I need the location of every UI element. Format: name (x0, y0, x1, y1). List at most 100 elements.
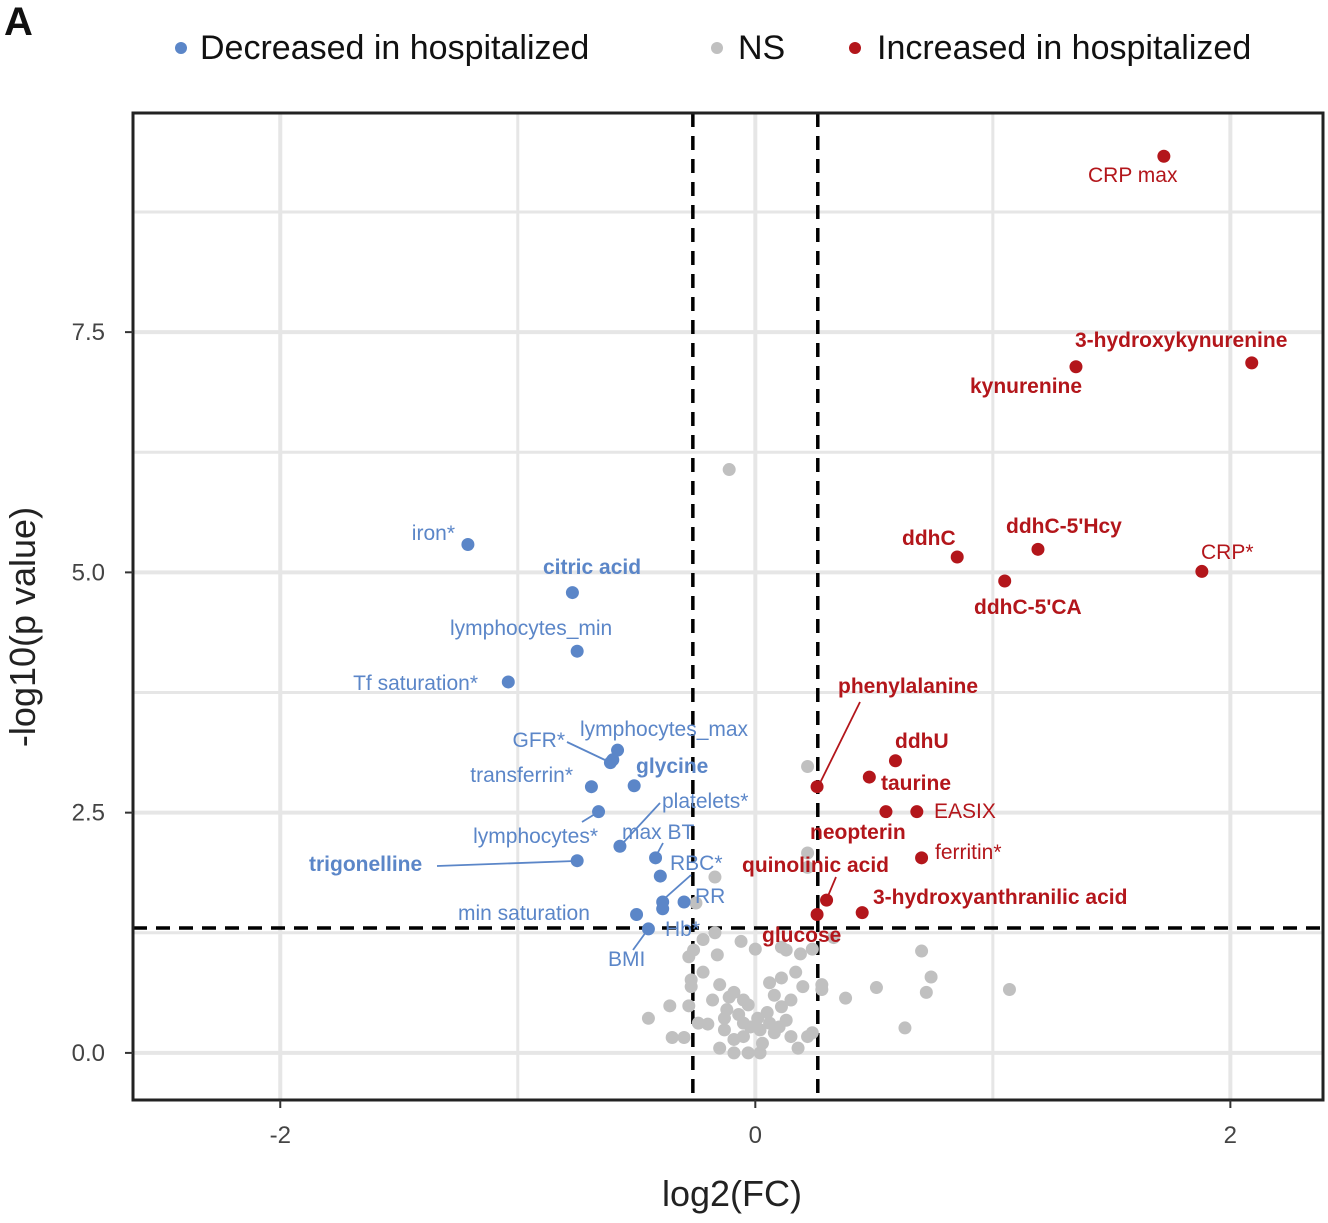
ns-point (779, 943, 793, 957)
legend-label: Decreased in hospitalized (200, 29, 589, 67)
plot-frame (131, 111, 1325, 1102)
legend-label: Increased in hospitalized (877, 29, 1251, 67)
increased-point (810, 780, 824, 794)
point-label: ddhC-5'Hcy (1006, 515, 1122, 538)
ns-point (772, 1020, 786, 1034)
ns-point (763, 976, 777, 990)
point-label: ferritin* (935, 841, 1002, 864)
ns-point (751, 1011, 765, 1025)
ns-point (727, 1046, 741, 1060)
ns-point (708, 926, 722, 940)
ns-point (898, 1021, 912, 1035)
ns-point (641, 1011, 655, 1025)
ns-point (784, 993, 798, 1007)
ns-point (677, 1031, 691, 1045)
ns-point (713, 1041, 727, 1055)
point-label: Tf saturation* (353, 672, 478, 695)
point-label: citric acid (543, 556, 641, 579)
ns-point (869, 981, 883, 995)
ns-point (919, 985, 933, 999)
point-label: glycine (636, 755, 708, 778)
increased-point (810, 908, 824, 922)
ns-point (706, 993, 720, 1007)
point-label: GFR* (513, 729, 566, 752)
ns-point (708, 870, 722, 884)
ns-point (741, 1046, 755, 1060)
panel-label: A (4, 0, 33, 44)
y-axis-label: -log10(p value) (2, 507, 43, 747)
point-label: quinolinic acid (742, 854, 889, 877)
grid (133, 113, 1323, 1100)
label-leader-line (655, 842, 664, 857)
ns-point (755, 1036, 769, 1050)
ns-point (717, 1023, 731, 1037)
points (461, 149, 1259, 1060)
ns-point (774, 1000, 788, 1014)
x-tick-label: 2 (1224, 1122, 1237, 1149)
ns-point (734, 934, 748, 948)
increased-point (998, 574, 1012, 588)
point-label: neopterin (810, 821, 906, 844)
point-label: EASIX (934, 800, 996, 823)
point-labels: iron* citric acid lymphocytes_min Tf satura… (309, 164, 1287, 971)
ns-point (710, 948, 724, 962)
y-tick-label: 5.0 (72, 559, 105, 586)
ns-point (713, 978, 727, 992)
legend-label: NS (738, 29, 785, 67)
ns-point (732, 1007, 746, 1021)
y-tick-label: 7.5 (72, 319, 105, 346)
threshold-lines (133, 113, 1323, 1100)
point-label: Hb* (665, 918, 700, 941)
legend: Decreased in hospitalized NS Increased in … (175, 29, 1251, 67)
increased-point (862, 770, 876, 784)
point-label: CRP* (1201, 541, 1254, 564)
ns-point (801, 760, 815, 774)
decreased-point (584, 780, 598, 794)
ns-point (696, 933, 710, 947)
ns-point (691, 1016, 705, 1030)
ns-point (774, 971, 788, 985)
label-leader-line (622, 802, 661, 844)
point-label: RR (695, 885, 725, 908)
ns-point (805, 942, 819, 956)
ns-point (793, 947, 807, 961)
increased-point (950, 550, 964, 564)
point-label: taurine (881, 772, 951, 795)
ns-point (720, 1003, 734, 1017)
decreased-point (606, 753, 620, 767)
point-label: ddhU (895, 730, 949, 753)
point-label: glucose (762, 924, 841, 947)
increased-point (910, 805, 924, 819)
decreased-point (656, 902, 670, 916)
ns-point (722, 990, 736, 1004)
ns-point (815, 982, 829, 996)
label-leader-line (827, 876, 837, 897)
ns-point (839, 991, 853, 1005)
decreased-point (565, 586, 579, 600)
decreased-point (461, 538, 475, 552)
increased-point (855, 906, 869, 920)
point-label: transferrin* (470, 764, 573, 787)
x-tick-label: -2 (270, 1122, 291, 1149)
ns-point (784, 1030, 798, 1044)
ns-point (689, 896, 703, 910)
point-label: lymphocytes_max (580, 718, 749, 741)
ns-point (760, 1006, 774, 1020)
axis-ticks: -2 0 2 0.0 2.5 5.0 7.5 (72, 319, 1237, 1149)
ns-point (741, 998, 755, 1012)
increased-point (879, 805, 893, 819)
point-label: 3-hydroxyanthranilic acid (873, 886, 1127, 909)
point-label: max BT (622, 821, 695, 844)
legend-marker (175, 42, 187, 54)
ns-point (915, 944, 929, 958)
x-tick-label: 0 (749, 1122, 762, 1149)
label-leader-line (663, 874, 692, 900)
point-label: phenylalanine (838, 675, 978, 698)
increased-point (1245, 356, 1259, 370)
ns-point (682, 950, 696, 964)
point-label: RBC* (670, 852, 723, 875)
label-leader-line (632, 931, 647, 951)
legend-marker (849, 42, 861, 54)
ns-point (801, 860, 815, 874)
